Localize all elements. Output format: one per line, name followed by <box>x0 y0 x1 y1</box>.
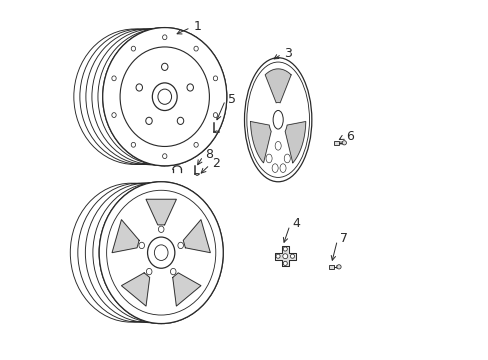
Text: 1: 1 <box>194 21 202 33</box>
Text: 5: 5 <box>228 93 236 106</box>
Polygon shape <box>146 199 176 225</box>
Ellipse shape <box>162 154 166 158</box>
Ellipse shape <box>106 190 215 315</box>
Bar <box>328 265 333 269</box>
Text: 6: 6 <box>345 130 353 143</box>
Ellipse shape <box>145 117 152 125</box>
Ellipse shape <box>195 174 198 175</box>
Ellipse shape <box>213 76 217 81</box>
Ellipse shape <box>99 182 223 324</box>
Polygon shape <box>250 122 271 163</box>
Polygon shape <box>285 122 305 163</box>
Ellipse shape <box>102 28 226 166</box>
Ellipse shape <box>273 111 283 129</box>
Ellipse shape <box>139 242 144 249</box>
Text: 3: 3 <box>284 46 292 60</box>
Ellipse shape <box>161 63 168 71</box>
Polygon shape <box>274 246 295 266</box>
Ellipse shape <box>158 89 171 104</box>
Polygon shape <box>264 69 290 103</box>
Ellipse shape <box>146 269 152 275</box>
Ellipse shape <box>147 237 175 268</box>
Ellipse shape <box>154 245 168 260</box>
Ellipse shape <box>112 76 116 81</box>
Ellipse shape <box>284 154 290 163</box>
Ellipse shape <box>282 254 287 259</box>
Ellipse shape <box>177 117 183 125</box>
Polygon shape <box>183 220 210 253</box>
Ellipse shape <box>336 265 341 269</box>
Ellipse shape <box>162 35 166 40</box>
Ellipse shape <box>112 113 116 117</box>
Ellipse shape <box>271 164 278 172</box>
Ellipse shape <box>131 46 135 51</box>
Ellipse shape <box>283 261 287 265</box>
Ellipse shape <box>186 84 193 91</box>
Ellipse shape <box>158 226 163 233</box>
Ellipse shape <box>265 154 271 163</box>
Ellipse shape <box>99 182 223 324</box>
Ellipse shape <box>342 141 346 145</box>
Polygon shape <box>121 273 149 306</box>
Ellipse shape <box>178 242 183 249</box>
Ellipse shape <box>131 142 135 147</box>
Ellipse shape <box>290 254 294 258</box>
Bar <box>333 141 339 145</box>
Ellipse shape <box>194 46 198 51</box>
Polygon shape <box>172 273 201 306</box>
Text: 2: 2 <box>212 157 220 170</box>
Ellipse shape <box>213 113 217 117</box>
Polygon shape <box>112 220 139 253</box>
Text: 8: 8 <box>205 148 213 161</box>
Ellipse shape <box>170 269 176 275</box>
Ellipse shape <box>244 58 311 182</box>
Ellipse shape <box>136 84 142 91</box>
Text: 7: 7 <box>339 232 347 245</box>
Ellipse shape <box>215 131 218 133</box>
Ellipse shape <box>283 247 287 251</box>
Ellipse shape <box>275 141 281 150</box>
Ellipse shape <box>246 62 309 177</box>
Ellipse shape <box>102 28 226 166</box>
Ellipse shape <box>280 164 285 172</box>
Ellipse shape <box>275 254 280 258</box>
Ellipse shape <box>152 83 177 111</box>
Ellipse shape <box>120 47 209 147</box>
Text: 4: 4 <box>292 217 300 230</box>
Ellipse shape <box>194 142 198 147</box>
